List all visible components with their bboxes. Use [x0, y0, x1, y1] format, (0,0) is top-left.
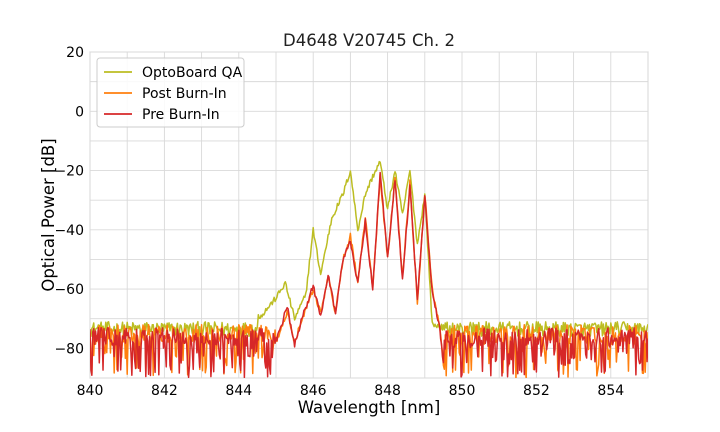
legend: OptoBoard QA Post Burn-In Pre Burn-In: [96, 57, 245, 128]
series-line-3: [90, 171, 648, 378]
x-tick-labels: 840 842 844 846 848 850 852 854: [77, 383, 625, 399]
legend-label: Pre Burn-In: [142, 107, 220, 123]
y-axis-label: Optical Power [dB]: [39, 138, 58, 291]
x-axis-label: Wavelength [nm]: [298, 398, 441, 417]
x-tick-label: 852: [523, 383, 550, 399]
x-tick-label: 842: [151, 383, 178, 399]
x-tick-label: 850: [449, 383, 476, 399]
legend-label: OptoBoard QA: [142, 65, 243, 81]
y-tick-label: −80: [54, 341, 84, 357]
x-tick-label: 854: [597, 383, 624, 399]
x-tick-label: 844: [225, 383, 252, 399]
y-tick-label: 20: [66, 45, 84, 61]
y-tick-labels: 20 0 −20 −40 −60 −80: [54, 45, 84, 357]
legend-label: Post Burn-In: [142, 86, 227, 102]
series-group: [90, 160, 648, 378]
x-tick-label: 846: [300, 383, 327, 399]
x-tick-label: 848: [374, 383, 401, 399]
y-tick-label: −60: [54, 282, 84, 298]
x-tick-label: 840: [77, 383, 104, 399]
y-tick-label: 0: [75, 104, 84, 120]
y-tick-label: −20: [54, 164, 84, 180]
legend-box: [96, 57, 245, 128]
chart-title: D4648 V20745 Ch. 2: [283, 31, 455, 50]
y-tick-label: −40: [54, 223, 84, 239]
